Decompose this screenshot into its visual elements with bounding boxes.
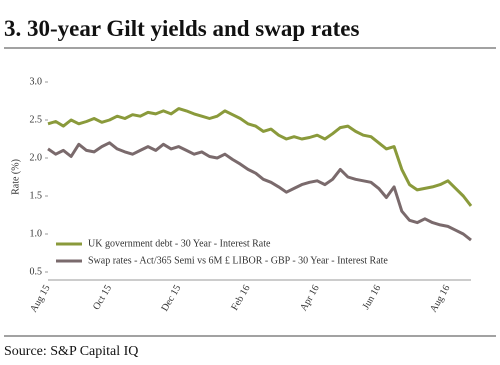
series-line [47,141,472,242]
x-tick-label: Aug 16 [428,283,452,314]
y-tick-label: 3.0 [30,76,43,87]
y-tick-label: 1.5 [30,190,43,201]
chart-title: 3. 30-year Gilt yields and swap rates [4,16,359,41]
x-tick-label: Feb 16 [229,283,252,312]
y-tick-label: 0.5 [30,266,43,277]
x-tick-label: Oct 15 [91,283,114,312]
x-tick-label: Jun 16 [361,283,384,311]
legend-label: Swap rates - Act/365 Semi vs 6M £ LIBOR … [88,255,388,266]
x-tick-label: Aug 15 [28,283,52,314]
series-line [47,107,473,207]
x-tick-label: Apr 16 [298,283,322,313]
legend-label: UK government debt - 30 Year - Interest … [88,238,271,249]
y-tick-label: 1.0 [30,228,43,239]
source: Source: S&P Capital IQ [4,344,138,359]
x-tick-label: Dec 15 [160,283,184,313]
y-axis-label: Rate (%) [10,159,21,195]
y-tick-label: 2.0 [30,152,43,163]
y-tick-label: 2.5 [30,114,43,125]
